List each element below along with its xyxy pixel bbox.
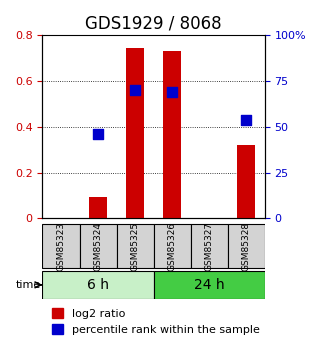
Text: GSM85323: GSM85323 bbox=[56, 222, 65, 271]
Text: time: time bbox=[15, 280, 41, 290]
Title: GDS1929 / 8068: GDS1929 / 8068 bbox=[85, 15, 222, 33]
Text: GSM85325: GSM85325 bbox=[131, 222, 140, 271]
Text: 6 h: 6 h bbox=[87, 278, 109, 292]
Legend: log2 ratio, percentile rank within the sample: log2 ratio, percentile rank within the s… bbox=[47, 304, 264, 339]
Bar bbox=[89, 197, 107, 218]
Bar bbox=[237, 145, 256, 218]
FancyBboxPatch shape bbox=[153, 271, 265, 299]
Text: GSM85327: GSM85327 bbox=[204, 222, 213, 271]
FancyBboxPatch shape bbox=[228, 224, 265, 268]
Text: 24 h: 24 h bbox=[194, 278, 224, 292]
Point bbox=[169, 90, 175, 95]
FancyBboxPatch shape bbox=[153, 224, 191, 268]
FancyBboxPatch shape bbox=[80, 224, 117, 268]
Bar bbox=[126, 48, 144, 218]
Point bbox=[133, 87, 138, 92]
FancyBboxPatch shape bbox=[117, 224, 153, 268]
Text: GSM85324: GSM85324 bbox=[93, 222, 102, 271]
Text: GSM85328: GSM85328 bbox=[242, 222, 251, 271]
FancyBboxPatch shape bbox=[42, 224, 80, 268]
Bar bbox=[163, 51, 181, 218]
Point bbox=[95, 131, 100, 137]
Text: GSM85326: GSM85326 bbox=[168, 222, 177, 271]
FancyBboxPatch shape bbox=[42, 271, 153, 299]
Point bbox=[244, 117, 249, 123]
FancyBboxPatch shape bbox=[191, 224, 228, 268]
